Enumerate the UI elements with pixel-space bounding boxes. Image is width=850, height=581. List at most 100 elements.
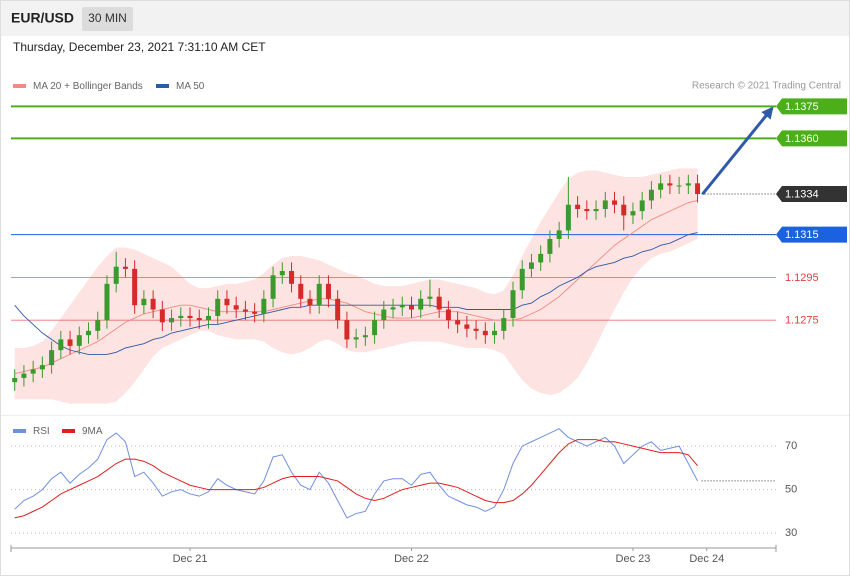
candle-body xyxy=(187,315,193,319)
candle-body xyxy=(575,204,581,209)
candle-body xyxy=(658,183,664,190)
candle-body xyxy=(528,262,534,269)
candle-body xyxy=(132,268,138,306)
candle-body xyxy=(473,328,479,331)
candle-body xyxy=(58,339,64,351)
legend-swatch xyxy=(62,429,75,433)
x-tick-label: Dec 22 xyxy=(394,553,429,565)
candle-body xyxy=(233,305,239,310)
candle-body xyxy=(639,200,645,212)
candle-body xyxy=(482,330,488,336)
candle-body xyxy=(510,290,516,319)
candle-body xyxy=(427,296,433,299)
y-tick-label: 70 xyxy=(785,440,797,452)
candle-body xyxy=(261,298,267,314)
legend-label: RSI xyxy=(33,426,50,437)
legend-swatch xyxy=(13,429,26,433)
candle-body xyxy=(630,211,636,216)
candle-body xyxy=(279,271,285,276)
x-tick-label: Dec 21 xyxy=(173,553,208,565)
candle-body xyxy=(30,369,36,374)
candle-body xyxy=(492,330,498,336)
symbol: EUR/USD xyxy=(11,10,74,26)
y-tick-label: 50 xyxy=(785,484,797,496)
candle-body xyxy=(307,298,313,306)
candle-body xyxy=(49,350,55,366)
header-bar xyxy=(1,1,849,36)
candle-body xyxy=(12,377,18,383)
candle-body xyxy=(667,183,673,186)
candle-body xyxy=(242,309,248,312)
candle-body xyxy=(39,365,45,370)
candle-body xyxy=(224,298,230,306)
candle-body xyxy=(408,305,414,310)
indicator-line xyxy=(14,428,699,519)
candle-body xyxy=(344,320,350,340)
candle-body xyxy=(289,271,295,284)
candle-body xyxy=(215,298,221,316)
candle-body xyxy=(381,309,387,321)
candle-body xyxy=(648,189,654,201)
candle-body xyxy=(399,305,405,308)
level-tag xyxy=(776,98,847,115)
candle-body xyxy=(325,283,331,299)
candle-body xyxy=(252,311,258,314)
candle-body xyxy=(113,266,119,284)
ma20-line xyxy=(14,200,698,375)
candle-body xyxy=(556,230,562,239)
level-label: 1.1295 xyxy=(785,272,819,284)
candle-body xyxy=(685,183,691,186)
level-label: 1.1275 xyxy=(785,315,819,327)
candle-body xyxy=(612,200,618,205)
candle-body xyxy=(621,204,627,216)
candle-body xyxy=(169,318,175,323)
candle-body xyxy=(141,298,147,306)
candle-body xyxy=(353,337,359,340)
level-label: 1.1315 xyxy=(785,229,819,241)
candle-body xyxy=(95,320,101,331)
legend-label: 9MA xyxy=(82,426,103,437)
candle-body xyxy=(565,204,571,231)
candle-body xyxy=(593,208,599,212)
bollinger-band xyxy=(14,168,698,404)
candle-body xyxy=(695,183,701,195)
candle-body xyxy=(178,315,184,319)
x-tick-label: Dec 24 xyxy=(689,553,724,565)
candle-body xyxy=(196,318,202,321)
candle-body xyxy=(76,335,82,346)
candle-body xyxy=(418,298,424,310)
projection-arrow xyxy=(701,106,774,195)
legend-label: MA 50 xyxy=(176,81,205,92)
legend-swatch xyxy=(156,84,169,88)
candle-body xyxy=(335,298,341,321)
level-label: 1.1334 xyxy=(785,188,819,200)
candle-body xyxy=(464,324,470,329)
candle-body xyxy=(86,330,92,336)
ma50-line xyxy=(14,232,698,355)
indicator-line xyxy=(14,439,698,519)
candle-body xyxy=(122,266,128,269)
candle-body xyxy=(159,309,165,323)
candle-body xyxy=(104,283,110,321)
interval[interactable]: 30 MIN xyxy=(88,11,127,25)
level-label: 1.1375 xyxy=(785,101,819,113)
candle-body xyxy=(455,320,461,325)
level-tag xyxy=(776,186,847,203)
candle-body xyxy=(205,315,211,321)
credit: Research © 2021 Trading Central xyxy=(692,81,841,92)
candle-body xyxy=(676,185,682,187)
candle-body xyxy=(21,373,27,378)
candle-body xyxy=(519,268,525,291)
candle-body xyxy=(67,339,73,346)
candle-body xyxy=(372,320,378,336)
candle-body xyxy=(316,283,322,306)
candle-body xyxy=(584,208,590,212)
level-tag xyxy=(776,130,847,147)
candle-body xyxy=(436,296,442,310)
legend-label: MA 20 + Bollinger Bands xyxy=(33,81,143,92)
candle-body xyxy=(362,335,368,338)
candle-body xyxy=(445,309,451,321)
interval-tag[interactable] xyxy=(82,7,133,31)
level-label: 1.1360 xyxy=(785,133,819,145)
